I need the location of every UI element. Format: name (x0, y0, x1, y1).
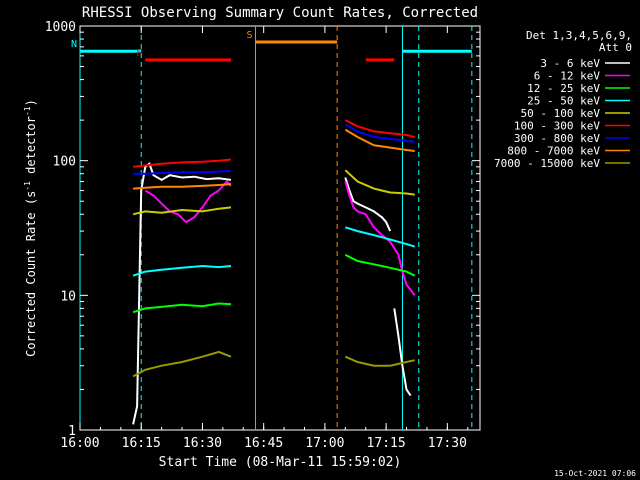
legend-label-2: 12 - 25 keV (527, 82, 600, 95)
legend-label-4: 50 - 100 keV (521, 107, 601, 120)
legend-label-0: 3 - 6 keV (540, 57, 600, 70)
y-tick-label-3: 1000 (45, 20, 76, 35)
series-1-segment-1 (344, 181, 416, 296)
series-4-segment-1 (344, 169, 415, 196)
footer-timestamp: 15-Oct-2021 07:06 (554, 469, 636, 478)
series-2-segment-1 (344, 253, 416, 277)
series-8-segment-1 (344, 355, 415, 367)
series-8-segment-0 (132, 350, 232, 378)
series-3-segment-1 (345, 226, 415, 248)
series-0-segment-0 (132, 162, 232, 425)
legend-label-7: 800 - 7000 keV (507, 145, 600, 158)
legend-label-6: 300 - 800 keV (514, 132, 600, 145)
series-1-segment-0 (144, 180, 232, 224)
series-7-segment-0 (133, 183, 232, 190)
series-5-segment-1 (344, 119, 415, 138)
y-axis-label-main: Corrected Count Rate (s (24, 191, 38, 357)
legend-header-line1: Det 1,3,4,5,6,9, (526, 29, 632, 42)
x-tick-label-5: 17:15 (367, 436, 406, 451)
legend-label-8: 7000 - 15000 keV (494, 157, 600, 170)
legend-label-5: 100 - 300 keV (514, 120, 600, 133)
y-axis-label: Corrected Count Rate (s-1 detector-1) (23, 99, 38, 357)
series-6-segment-1 (344, 123, 415, 143)
x-tick-label-0: 16:00 (60, 436, 99, 451)
legend-label-3: 25 - 50 keV (527, 95, 600, 108)
series-4-segment-0 (132, 206, 232, 216)
series-6-segment-0 (133, 169, 232, 175)
y-tick-label-1: 10 (60, 289, 76, 304)
y-tick-label-2: 100 (53, 155, 76, 170)
x-tick-label-2: 16:30 (183, 436, 222, 451)
flag-label-N: N (71, 39, 77, 50)
chart-title: RHESSI Observing Summary Count Rates, Co… (82, 5, 478, 21)
y-axis-label-sup1: -1 (23, 181, 32, 191)
x-tick-label-3: 16:45 (244, 436, 283, 451)
y-axis-label-mid: detector (24, 116, 38, 181)
series-0-segment-1 (344, 177, 392, 232)
series-7-segment-1 (344, 128, 415, 152)
y-tick-label-0: 1 (68, 424, 76, 439)
series-0-segment-2 (393, 308, 412, 397)
x-tick-label-6: 17:30 (428, 436, 467, 451)
series-5-segment-0 (132, 158, 232, 168)
legend-header-line2: Att 0 (599, 41, 632, 54)
flag-label-F: F (136, 48, 142, 59)
x-tick-label-4: 17:00 (305, 436, 344, 451)
series-2-segment-0 (132, 302, 232, 314)
flag-label-S: S (246, 30, 252, 41)
legend-label-1: 6 - 12 keV (534, 70, 601, 83)
series-3-segment-0 (132, 264, 232, 277)
x-axis-label: Start Time (08-Mar-11 15:59:02) (159, 455, 402, 470)
y-axis-label-sup2: -1 (23, 106, 32, 116)
y-axis-label-end: ) (24, 99, 38, 106)
x-tick-label-1: 16:15 (122, 436, 161, 451)
